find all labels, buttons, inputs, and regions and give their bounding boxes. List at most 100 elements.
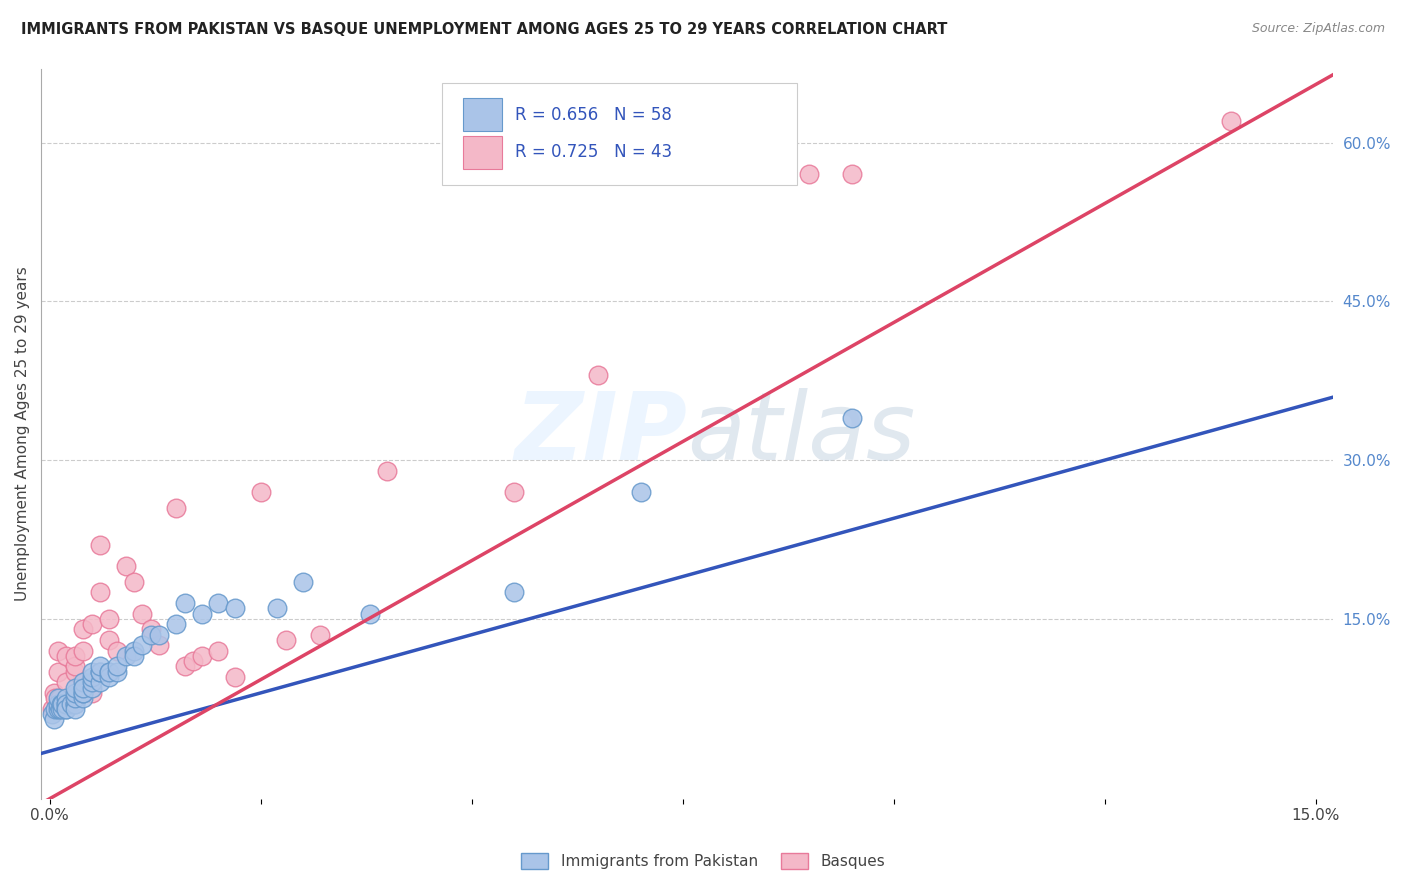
Point	[224, 601, 246, 615]
Point	[72, 691, 94, 706]
Point	[131, 607, 153, 621]
Point	[55, 691, 77, 706]
Point	[173, 596, 195, 610]
Point	[41, 702, 63, 716]
Point	[148, 628, 170, 642]
Point	[63, 702, 86, 716]
Point	[207, 643, 229, 657]
Point	[80, 670, 103, 684]
Text: IMMIGRANTS FROM PAKISTAN VS BASQUE UNEMPLOYMENT AMONG AGES 25 TO 29 YEARS CORREL: IMMIGRANTS FROM PAKISTAN VS BASQUE UNEMP…	[21, 22, 948, 37]
Point	[72, 623, 94, 637]
Point	[249, 484, 271, 499]
Point	[274, 633, 297, 648]
Point	[46, 697, 69, 711]
Point	[173, 659, 195, 673]
Point	[122, 648, 145, 663]
Point	[841, 410, 863, 425]
Point	[588, 368, 610, 383]
Point	[46, 691, 69, 706]
Point	[41, 707, 63, 722]
Point	[63, 648, 86, 663]
Point	[799, 167, 821, 181]
Point	[148, 638, 170, 652]
Point	[131, 638, 153, 652]
Point	[63, 697, 86, 711]
Point	[308, 628, 330, 642]
Point	[55, 702, 77, 716]
Point	[1220, 114, 1243, 128]
Point	[55, 702, 77, 716]
Point	[63, 686, 86, 700]
Point	[165, 617, 187, 632]
Point	[80, 686, 103, 700]
Point	[72, 675, 94, 690]
Point	[44, 691, 66, 706]
Point	[89, 585, 111, 599]
Point	[80, 665, 103, 679]
Point	[207, 596, 229, 610]
Point	[105, 643, 128, 657]
Point	[502, 585, 524, 599]
Point	[46, 665, 69, 679]
Point	[291, 574, 314, 589]
Point	[55, 697, 77, 711]
Text: R = 0.656   N = 58: R = 0.656 N = 58	[515, 105, 672, 123]
Point	[139, 623, 162, 637]
Point	[42, 686, 65, 700]
Point	[55, 675, 77, 690]
Point	[114, 558, 136, 573]
Point	[48, 691, 70, 706]
Point	[63, 681, 86, 695]
Point	[359, 607, 381, 621]
Point	[139, 628, 162, 642]
Point	[122, 643, 145, 657]
Point	[80, 675, 103, 690]
Point	[89, 659, 111, 673]
Point	[55, 697, 77, 711]
Point	[89, 675, 111, 690]
Point	[51, 697, 73, 711]
Text: atlas: atlas	[688, 388, 915, 479]
Point	[80, 617, 103, 632]
Point	[42, 712, 65, 726]
Point	[97, 670, 120, 684]
Y-axis label: Unemployment Among Ages 25 to 29 years: Unemployment Among Ages 25 to 29 years	[15, 267, 30, 601]
FancyBboxPatch shape	[464, 98, 502, 131]
Point	[63, 659, 86, 673]
Point	[756, 167, 779, 181]
Point	[105, 659, 128, 673]
Point	[55, 697, 77, 711]
Point	[72, 643, 94, 657]
Point	[55, 648, 77, 663]
Point	[44, 702, 66, 716]
Point	[48, 702, 70, 716]
Point	[122, 574, 145, 589]
Point	[63, 697, 86, 711]
Point	[97, 665, 120, 679]
Point	[97, 633, 120, 648]
Point	[89, 665, 111, 679]
Point	[63, 691, 86, 706]
Point	[841, 167, 863, 181]
Point	[502, 484, 524, 499]
Text: ZIP: ZIP	[515, 388, 688, 480]
Point	[97, 665, 120, 679]
Point	[190, 648, 212, 663]
Text: R = 0.725   N = 43: R = 0.725 N = 43	[515, 144, 672, 161]
Point	[72, 681, 94, 695]
Point	[59, 697, 82, 711]
Point	[114, 648, 136, 663]
Point	[72, 686, 94, 700]
FancyBboxPatch shape	[441, 83, 797, 186]
Point	[63, 665, 86, 679]
Point	[224, 670, 246, 684]
Point	[46, 643, 69, 657]
Point	[266, 601, 288, 615]
FancyBboxPatch shape	[464, 136, 502, 169]
Text: Source: ZipAtlas.com: Source: ZipAtlas.com	[1251, 22, 1385, 36]
Point	[46, 702, 69, 716]
Point	[375, 464, 398, 478]
Point	[89, 665, 111, 679]
Point	[51, 697, 73, 711]
Point	[72, 681, 94, 695]
